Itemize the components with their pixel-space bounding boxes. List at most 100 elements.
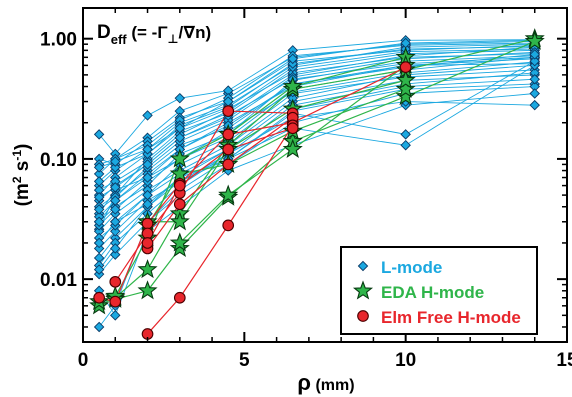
eda-h-mode-point-3-1 (169, 163, 190, 183)
y-axis-label-open: (m (12, 183, 33, 206)
l-mode-line-8 (98, 83, 535, 275)
eda-h-mode-point-4-4 (395, 69, 416, 89)
series-lines (98, 38, 535, 335)
y-axis-label-sup2: -1 (10, 150, 24, 161)
l-mode-line-28 (98, 60, 535, 244)
series-markers (89, 28, 545, 340)
elm-free-h-mode-point-0-2 (141, 217, 154, 230)
eda-h-mode-point-2-4 (282, 75, 303, 96)
l-mode-point-19-7 (529, 88, 540, 99)
l-mode-point-28-1 (110, 216, 121, 228)
legend-label-elm-free-h-mode: Elm Free H-mode (381, 308, 521, 327)
y-axis-label-close: ) (12, 144, 33, 150)
l-mode-line-13 (98, 58, 535, 218)
elm-free-h-mode-point-0-1 (109, 295, 122, 308)
l-mode-line-4 (98, 43, 535, 186)
eda-h-mode-point-1-3 (169, 237, 190, 257)
chart-title-subscript: eff (111, 32, 128, 47)
l-mode-point-16-1 (110, 226, 121, 237)
l-mode-point-21-1 (110, 162, 121, 173)
y-axis-label-mid: s (12, 161, 33, 177)
l-mode-point-28-6 (400, 129, 411, 140)
eda-h-mode-point-1-2 (137, 280, 158, 300)
l-mode-point-28-0 (93, 237, 105, 249)
l-mode-line-7 (98, 40, 535, 175)
legend-marker-elm-free-h-mode (357, 310, 369, 322)
l-mode-point-26-2 (142, 144, 153, 155)
elm-free-h-mode-point-0-0 (93, 291, 105, 304)
l-mode-line-27 (98, 64, 535, 270)
l-mode-point-27-1 (110, 243, 121, 254)
elm-free-h-mode-point-2-2 (222, 158, 235, 171)
l-mode-point-29-2 (142, 172, 153, 183)
chart-title-rest-subscript: ⊥ (168, 32, 179, 46)
l-mode-line-2 (98, 46, 535, 201)
l-mode-line-25 (98, 56, 535, 198)
eda-h-mode-point-0-2 (137, 259, 158, 279)
l-mode-point-16-0 (93, 243, 105, 254)
legend-marker-l-mode (357, 260, 369, 272)
elm-free-h-mode-point-3-1 (173, 291, 186, 304)
eda-h-mode-point-1-7 (524, 30, 545, 50)
l-mode-line-12 (98, 53, 535, 196)
x-axis: 0 5 10 15 (78, 8, 572, 371)
y-tick-label: 1.00 (40, 30, 77, 51)
l-mode-point-24-7 (529, 73, 540, 85)
y-tick-label: 0.10 (40, 150, 77, 171)
chart-title-rest-suffix: /∇n) (179, 23, 212, 42)
l-mode-point-26-1 (110, 156, 121, 167)
elm-free-h-mode-point-4-0 (141, 237, 154, 249)
plot-frame (82, 7, 568, 343)
x-tick-label: 10 (395, 350, 416, 371)
l-mode-point-25-2 (142, 159, 153, 170)
l-mode-point-23-1 (110, 204, 121, 215)
eda-h-mode-point-5-2 (282, 138, 303, 158)
l-mode-point-26-3 (174, 122, 186, 134)
l-mode-line-26 (98, 39, 535, 168)
y-axis-label: (m2 s-1) (10, 144, 33, 207)
l-mode-point-25-3 (174, 132, 186, 143)
l-mode-point-11-3 (174, 92, 186, 104)
l-mode-point-29-1 (110, 195, 121, 206)
l-mode-point-8-1 (110, 249, 121, 260)
x-tick-label: 5 (239, 350, 250, 371)
l-mode-line-24 (98, 78, 535, 239)
l-mode-point-27-0 (93, 264, 105, 275)
elm-free-h-mode-point-4-2 (222, 143, 235, 156)
eda-h-mode-point-1-6 (395, 86, 416, 106)
chart-title: Deff (= -Γ⊥/∇n) (97, 22, 211, 47)
eda-h-mode-point-5-0 (169, 232, 190, 252)
legend-marker-eda-h-mode (352, 280, 374, 300)
x-tick-label: 0 (78, 350, 89, 371)
y-axis: 0.01 0.10 1.00 (40, 30, 567, 343)
l-mode-line-29 (98, 53, 535, 223)
elm-free-h-mode-point-0-4 (222, 128, 235, 141)
l-mode-point-28-7 (529, 55, 540, 67)
chart-title-rest: (= -Γ (127, 23, 168, 42)
elm-free-h-mode-point-1-3 (222, 105, 235, 117)
elm-free-h-mode-line-3 (147, 125, 294, 335)
l-mode-line-5 (98, 74, 535, 259)
l-mode-line-0 (98, 63, 535, 230)
elm-free-h-mode-point-1-0 (109, 275, 122, 288)
l-mode-line-10 (98, 44, 535, 165)
x-axis-label: ρ (mm) (297, 370, 354, 395)
l-mode-point-26-5 (287, 53, 298, 65)
l-mode-line-6 (98, 55, 535, 223)
l-mode-point-11-0 (93, 129, 105, 140)
l-mode-point-19-1 (110, 310, 121, 321)
l-mode-line-3 (98, 69, 535, 244)
eda-h-mode-point-5-1 (218, 184, 239, 204)
l-mode-point-27-6 (400, 139, 411, 151)
legend-box (340, 246, 538, 335)
elm-free-h-mode-point-0-6 (399, 61, 412, 73)
legend: L-mode EDA H-mode Elm Free H-mode (340, 246, 538, 335)
legend-label-l-mode: L-mode (381, 258, 442, 277)
eda-h-mode-point-3-4 (395, 78, 416, 98)
x-tick-label: 15 (556, 350, 572, 371)
l-mode-point-25-1 (110, 182, 121, 193)
elm-free-h-mode-point-4-3 (286, 122, 299, 135)
l-mode-line-9 (98, 49, 535, 208)
chart-title-main: D (97, 22, 111, 43)
